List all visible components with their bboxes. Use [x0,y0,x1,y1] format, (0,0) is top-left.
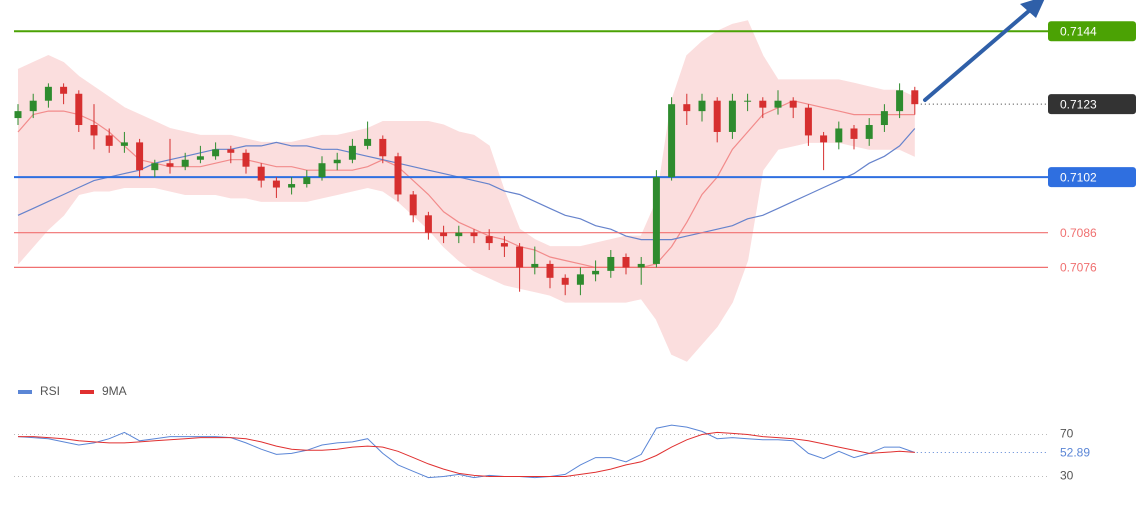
candle-body [759,100,767,108]
legend-label: 9MA [102,384,127,398]
legend-swatch [80,390,94,394]
candle-body [227,149,235,153]
trend-arrow-head [1020,0,1045,18]
candle-body [303,177,311,185]
current-price-label: 0.7123 [1060,97,1097,111]
candle-body [865,125,873,139]
candle-body [348,145,356,160]
moving-average-line [17,128,916,241]
candle-body [120,142,128,146]
y-tick-label: 70 [1060,427,1074,441]
current-price-box [1048,94,1136,115]
candle-body [44,86,52,101]
candle-body [105,135,113,146]
candle-body [470,232,478,237]
candle-body [911,90,919,105]
candle-body [455,232,463,237]
level-label: 0.7144 [1060,24,1097,38]
candle-body [896,90,904,112]
candle-body [424,215,432,233]
candle-body [394,156,402,195]
candle-body [136,142,144,171]
candle-body [789,100,797,108]
candle-body [880,111,888,126]
candle-body [29,100,37,112]
candle-body [379,138,387,157]
candle-body [531,263,539,268]
candle-body [713,100,721,132]
band-fill [18,20,915,362]
candle-body [257,166,265,181]
candle-body [151,163,159,171]
candle-body [75,93,83,126]
foreground-layer: 0.7144 0.7102 0.7086 0.7076 0.7123 30 70 RSI 9MA… [14,21,1136,483]
candle-body [242,152,250,167]
candle-body [592,270,600,275]
candle-body [820,135,828,143]
indicator-line [18,431,915,477]
candle-body [90,125,98,136]
candle-body [333,159,341,164]
indicator-line [17,424,915,479]
candle-body [652,177,660,264]
candle-body [318,163,326,178]
level-label: 0.7086 [1060,226,1097,240]
candle-body [744,100,752,102]
candle-body [698,100,706,112]
legend-label: RSI [40,384,60,398]
candle-body [409,194,417,216]
candle-body [440,232,448,237]
y-tick-label: 30 [1060,469,1074,483]
candle-body [683,104,691,112]
legend-swatch [18,390,32,394]
candle-body [196,156,204,160]
candle-body [364,138,372,146]
trend-arrow-shaft [923,8,1032,102]
candle-body [516,246,524,268]
candle-body [728,100,736,132]
level-label-box [1048,167,1136,188]
candle-body [546,263,554,278]
level-label: 0.7102 [1060,170,1097,184]
candle-body [288,184,296,188]
candle-body [60,86,68,94]
candle-body [607,256,615,271]
candle-body [668,104,676,178]
candle-body [576,274,584,285]
candle-body [272,180,280,188]
candle-body [181,159,189,167]
candle-body [14,111,22,119]
candle-body [850,128,858,139]
candle-body [637,263,645,268]
level-label-box [1048,21,1136,42]
band-upper [17,20,916,248]
candle-body [485,236,493,244]
level-label: 0.7076 [1060,261,1097,275]
candle-body [622,256,630,268]
current-value-label: 52.89 [1060,446,1090,460]
candle-body [804,107,812,136]
candle-body [774,100,782,108]
band-lower [17,141,916,362]
candle-body [500,243,508,247]
candle-body [212,149,220,157]
candle-body [561,277,569,285]
candle-body [835,128,843,143]
background-layer [14,20,1048,477]
candle-body [166,163,174,167]
